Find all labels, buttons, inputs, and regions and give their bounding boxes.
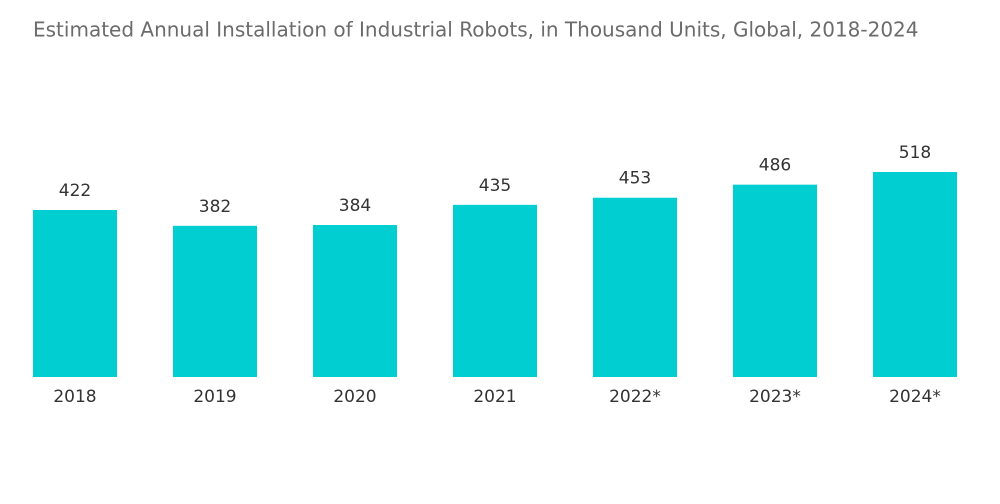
x-tick-label: 2023* [749, 387, 801, 407]
bar [313, 225, 397, 377]
bar [173, 225, 257, 377]
bar [873, 172, 957, 377]
bar [593, 197, 677, 377]
value-label: 422 [59, 181, 91, 201]
value-label: 382 [199, 197, 231, 217]
bar [453, 204, 537, 377]
value-label: 384 [339, 196, 371, 216]
x-tick-label: 2024* [889, 387, 941, 407]
value-label: 435 [479, 176, 511, 196]
value-label: 453 [619, 169, 651, 189]
x-tick-label: 2022* [609, 387, 661, 407]
value-label: 518 [899, 143, 931, 163]
x-tick-label: 2019 [193, 387, 236, 407]
bar [33, 209, 117, 377]
value-label: 486 [759, 156, 791, 176]
bar [733, 184, 817, 377]
x-tick-label: 2021 [473, 387, 516, 407]
x-tick-label: 2020 [333, 387, 376, 407]
chart-title: Estimated Annual Installation of Industr… [33, 18, 919, 42]
x-tick-label: 2018 [53, 387, 96, 407]
